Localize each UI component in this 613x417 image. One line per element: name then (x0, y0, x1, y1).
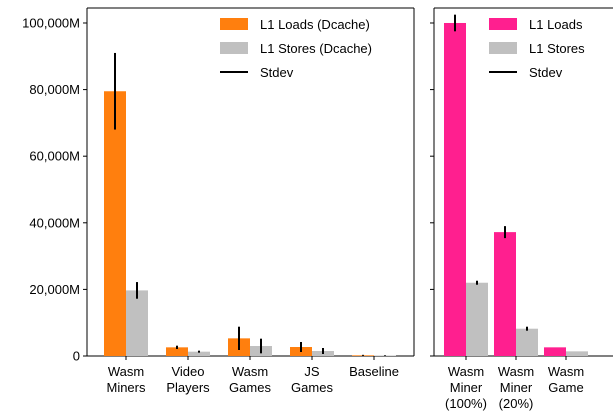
x-tick-label-line: Wasm (108, 364, 144, 379)
x-tick-label-line: Games (229, 380, 271, 395)
legend-label: L1 Loads (529, 17, 583, 32)
x-tick-label-line: (100%) (445, 396, 487, 411)
legend-swatch (489, 18, 517, 30)
x-tick-label: Baseline (349, 364, 399, 379)
y-tick-label: 80,000M (29, 82, 80, 97)
y-tick-label: 100,000M (22, 15, 80, 30)
x-tick-label-line: Miner (500, 380, 533, 395)
legend: L1 Loads (Dcache) L1 Stores (Dcache) Stdev (220, 17, 372, 80)
legend-swatch (489, 42, 517, 54)
x-tick-label: Wasm Miner (20%) (498, 364, 534, 411)
x-tick-label: Wasm Game (548, 364, 584, 395)
chart-panel-1: 0 20,000M 40,000M 60,000M 80,000M 100,000M Was… (22, 7, 415, 395)
x-tick-label-line: Baseline (349, 364, 399, 379)
x-tick-label-line: JS (304, 364, 320, 379)
legend-swatch (220, 42, 248, 54)
x-tick-label: JS Games (291, 364, 333, 395)
y-tick-label: 20,000M (29, 282, 80, 297)
x-tick-label: Wasm Miner (100%) (445, 364, 487, 411)
legend-label: L1 Loads (Dcache) (260, 17, 370, 32)
x-tick-label-line: Games (291, 380, 333, 395)
y-tick-label: 0 (73, 349, 80, 364)
bar (544, 347, 566, 356)
legend-label: Stdev (529, 65, 563, 80)
x-tick-label-line: Miners (106, 380, 146, 395)
x-tick-label-line: Wasm (498, 364, 534, 379)
x-tick-label: Video Players (166, 364, 210, 395)
x-tick-label-line: Wasm (232, 364, 268, 379)
bar (188, 351, 210, 356)
x-tick-label-line: Wasm (548, 364, 584, 379)
legend-swatch (220, 18, 248, 30)
bar (104, 91, 126, 356)
x-tick-label-line: (20%) (499, 396, 534, 411)
legend: L1 Loads L1 Stores Stdev (489, 17, 585, 80)
x-tick-label-line: Players (166, 380, 210, 395)
bar (444, 22, 466, 356)
x-tick-label-line: Miner (450, 380, 483, 395)
bar (126, 290, 148, 356)
x-tick-label: Wasm Games (229, 364, 271, 395)
legend-label: Stdev (260, 65, 294, 80)
bar (494, 232, 516, 356)
bar (566, 351, 588, 356)
y-tick-label: 60,000M (29, 149, 80, 164)
x-tick-label: Wasm Miners (106, 364, 146, 395)
legend-label: L1 Stores (Dcache) (260, 41, 372, 56)
bar (166, 347, 188, 356)
x-tick-label-line: Game (548, 380, 583, 395)
y-tick-label: 40,000M (29, 215, 80, 230)
x-tick-label-line: Wasm (448, 364, 484, 379)
x-tick-label-line: Video (171, 364, 204, 379)
legend-label: L1 Stores (529, 41, 585, 56)
chart-panel-2: Wasm Miner (100%)Wasm Miner (20%)Wasm GameL1 … (430, 7, 613, 411)
bar (466, 282, 488, 356)
bar (516, 328, 538, 356)
